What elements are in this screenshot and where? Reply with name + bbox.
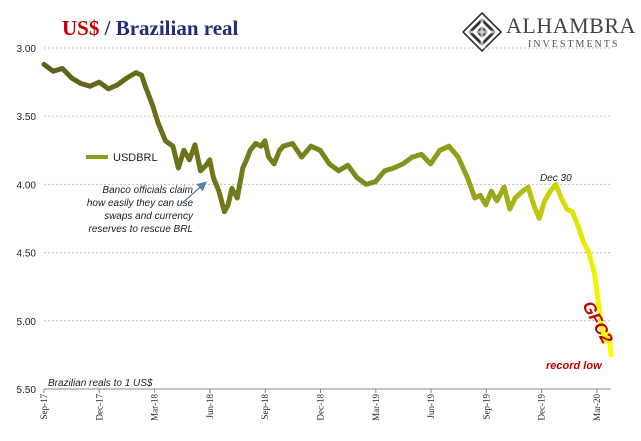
annotation-note-line4: reserves to rescue BRL	[89, 224, 194, 235]
annotation-note-line2: how easily they can use	[87, 198, 194, 209]
annotation-footnote: Brazilian reals to 1 US$	[48, 378, 153, 389]
y-tick-label: 3.00	[17, 44, 37, 55]
annotation-gfc2: GFC2	[578, 298, 616, 347]
diamond-logo-icon	[462, 12, 502, 52]
x-tick-label: Jun-19	[426, 394, 436, 419]
x-tick-label: Sep-19	[481, 394, 491, 420]
x-tick-label: Sep-18	[260, 394, 270, 420]
x-tick-label: Dec-17	[94, 394, 104, 421]
x-tick-label: Mar-19	[371, 394, 381, 421]
annotation-note-line1: Banco officials claim	[102, 185, 193, 196]
y-tick-label: 4.00	[17, 180, 37, 191]
x-tick-label: Jun-18	[205, 394, 215, 419]
chart-title-currency: US$	[62, 16, 100, 40]
y-tick-label: 4.50	[17, 249, 37, 260]
logo-tagline: INVESTMENTS	[528, 39, 620, 50]
y-tick-label: 3.50	[17, 112, 37, 123]
x-tick-label: Dec-18	[316, 394, 326, 421]
legend-label: USDBRL	[113, 152, 158, 164]
chart-title: US$ / Brazilian real	[62, 16, 238, 41]
annotation-dec30: Dec 30	[540, 173, 572, 184]
annotation-arrow	[179, 181, 207, 206]
y-tick-label: 5.50	[17, 385, 37, 396]
x-tick-label: Sep-17	[39, 394, 49, 420]
annotation-note-line3: swaps and currency	[104, 211, 194, 222]
alhambra-logo: ALHAMBRA INVESTMENTS	[462, 8, 637, 58]
x-tick-label: Dec-19	[537, 394, 547, 421]
logo-name: ALHAMBRA	[506, 13, 636, 38]
series-line-usdbrl	[41, 61, 614, 358]
x-tick-label: Mar-20	[592, 394, 602, 421]
x-tick-label: Mar-18	[150, 394, 160, 421]
y-tick-label: 5.00	[17, 317, 37, 328]
annotation-record-low: record low	[546, 360, 603, 372]
chart-title-pair: / Brazilian real	[99, 16, 239, 40]
